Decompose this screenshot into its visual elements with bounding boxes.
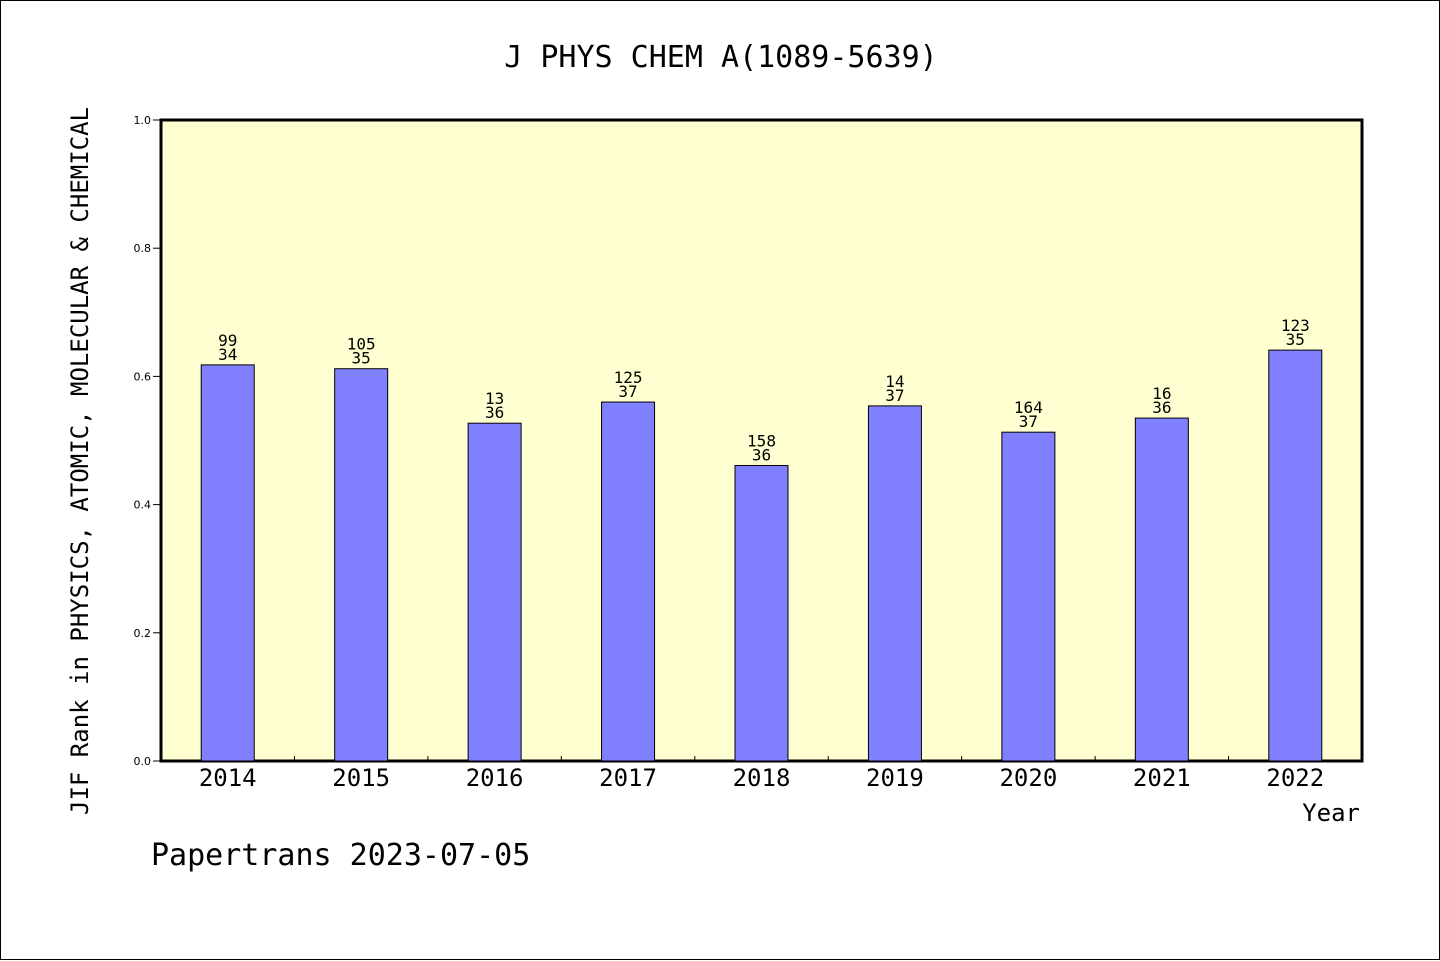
bar-label-bottom: 37 (1019, 412, 1038, 431)
bar-label-bottom: 36 (752, 445, 771, 464)
bar-label-bottom: 35 (1286, 330, 1305, 349)
x-tick-label: 2017 (599, 764, 657, 792)
bar-2015 (334, 368, 389, 762)
bar-2018 (734, 464, 789, 762)
bar-2020 (1001, 431, 1056, 762)
y-tick-label: 0.0 (134, 755, 152, 768)
bar-2014 (200, 364, 255, 762)
bar-2021 (1134, 417, 1189, 762)
bar-2016 (467, 422, 522, 762)
bar-label-top: 123 (1281, 316, 1310, 335)
bar-2017 (601, 401, 656, 762)
x-tick-label: 2022 (1266, 764, 1324, 792)
chart-title: J PHYS CHEM A(1089-5639) (504, 40, 937, 75)
y-tick-label: 0.6 (134, 370, 152, 383)
x-tick-label: 2015 (332, 764, 390, 792)
bar-label-top: 125 (614, 368, 643, 387)
y-tick-label: 1.0 (134, 114, 152, 127)
y-tick-label: 0.8 (134, 242, 152, 255)
y-axis-label: JIF Rank in PHYSICS, ATOMIC, MOLECULAR &… (66, 107, 94, 815)
bar-label-top: 13 (485, 389, 504, 408)
bar-label-bottom: 36 (485, 403, 504, 422)
bar-label-bottom: 36 (1152, 398, 1171, 417)
x-axis-label: Year (1302, 799, 1360, 827)
bar-label-bottom: 35 (352, 349, 371, 368)
bars-group: 9934105351336125371583614371643716361233… (200, 316, 1323, 762)
bar-label-bottom: 34 (218, 345, 237, 364)
y-ticks-group: 0.0 0.2 0.4 0.6 0.8 1.0 (134, 114, 161, 768)
x-tick-label: 2014 (199, 764, 257, 792)
bar-label-top: 14 (885, 372, 904, 391)
x-tick-label: 2019 (866, 764, 924, 792)
x-tick-label: 2021 (1133, 764, 1191, 792)
x-tick-label: 2018 (733, 764, 791, 792)
y-tick-label: 0.4 (134, 499, 152, 512)
x-categories-group: 2014 2015 2016 2017 2018 2019 2020 2021 2022 (199, 756, 1324, 792)
bar-label-bottom: 37 (885, 386, 904, 405)
bar-2022 (1268, 349, 1323, 762)
bar-label-bottom: 37 (618, 382, 637, 401)
x-tick-label: 2020 (999, 764, 1057, 792)
bar-label-top: 105 (347, 335, 376, 354)
y-tick-label: 0.2 (134, 627, 152, 640)
bar-label-top: 99 (218, 331, 237, 350)
bar-label-top: 16 (1152, 384, 1171, 403)
x-tick-label: 2016 (466, 764, 524, 792)
footer-text: Papertrans 2023-07-05 (151, 838, 530, 873)
bar-label-top: 164 (1014, 398, 1043, 417)
bar-2019 (867, 405, 922, 762)
bar-label-top: 158 (747, 431, 776, 450)
